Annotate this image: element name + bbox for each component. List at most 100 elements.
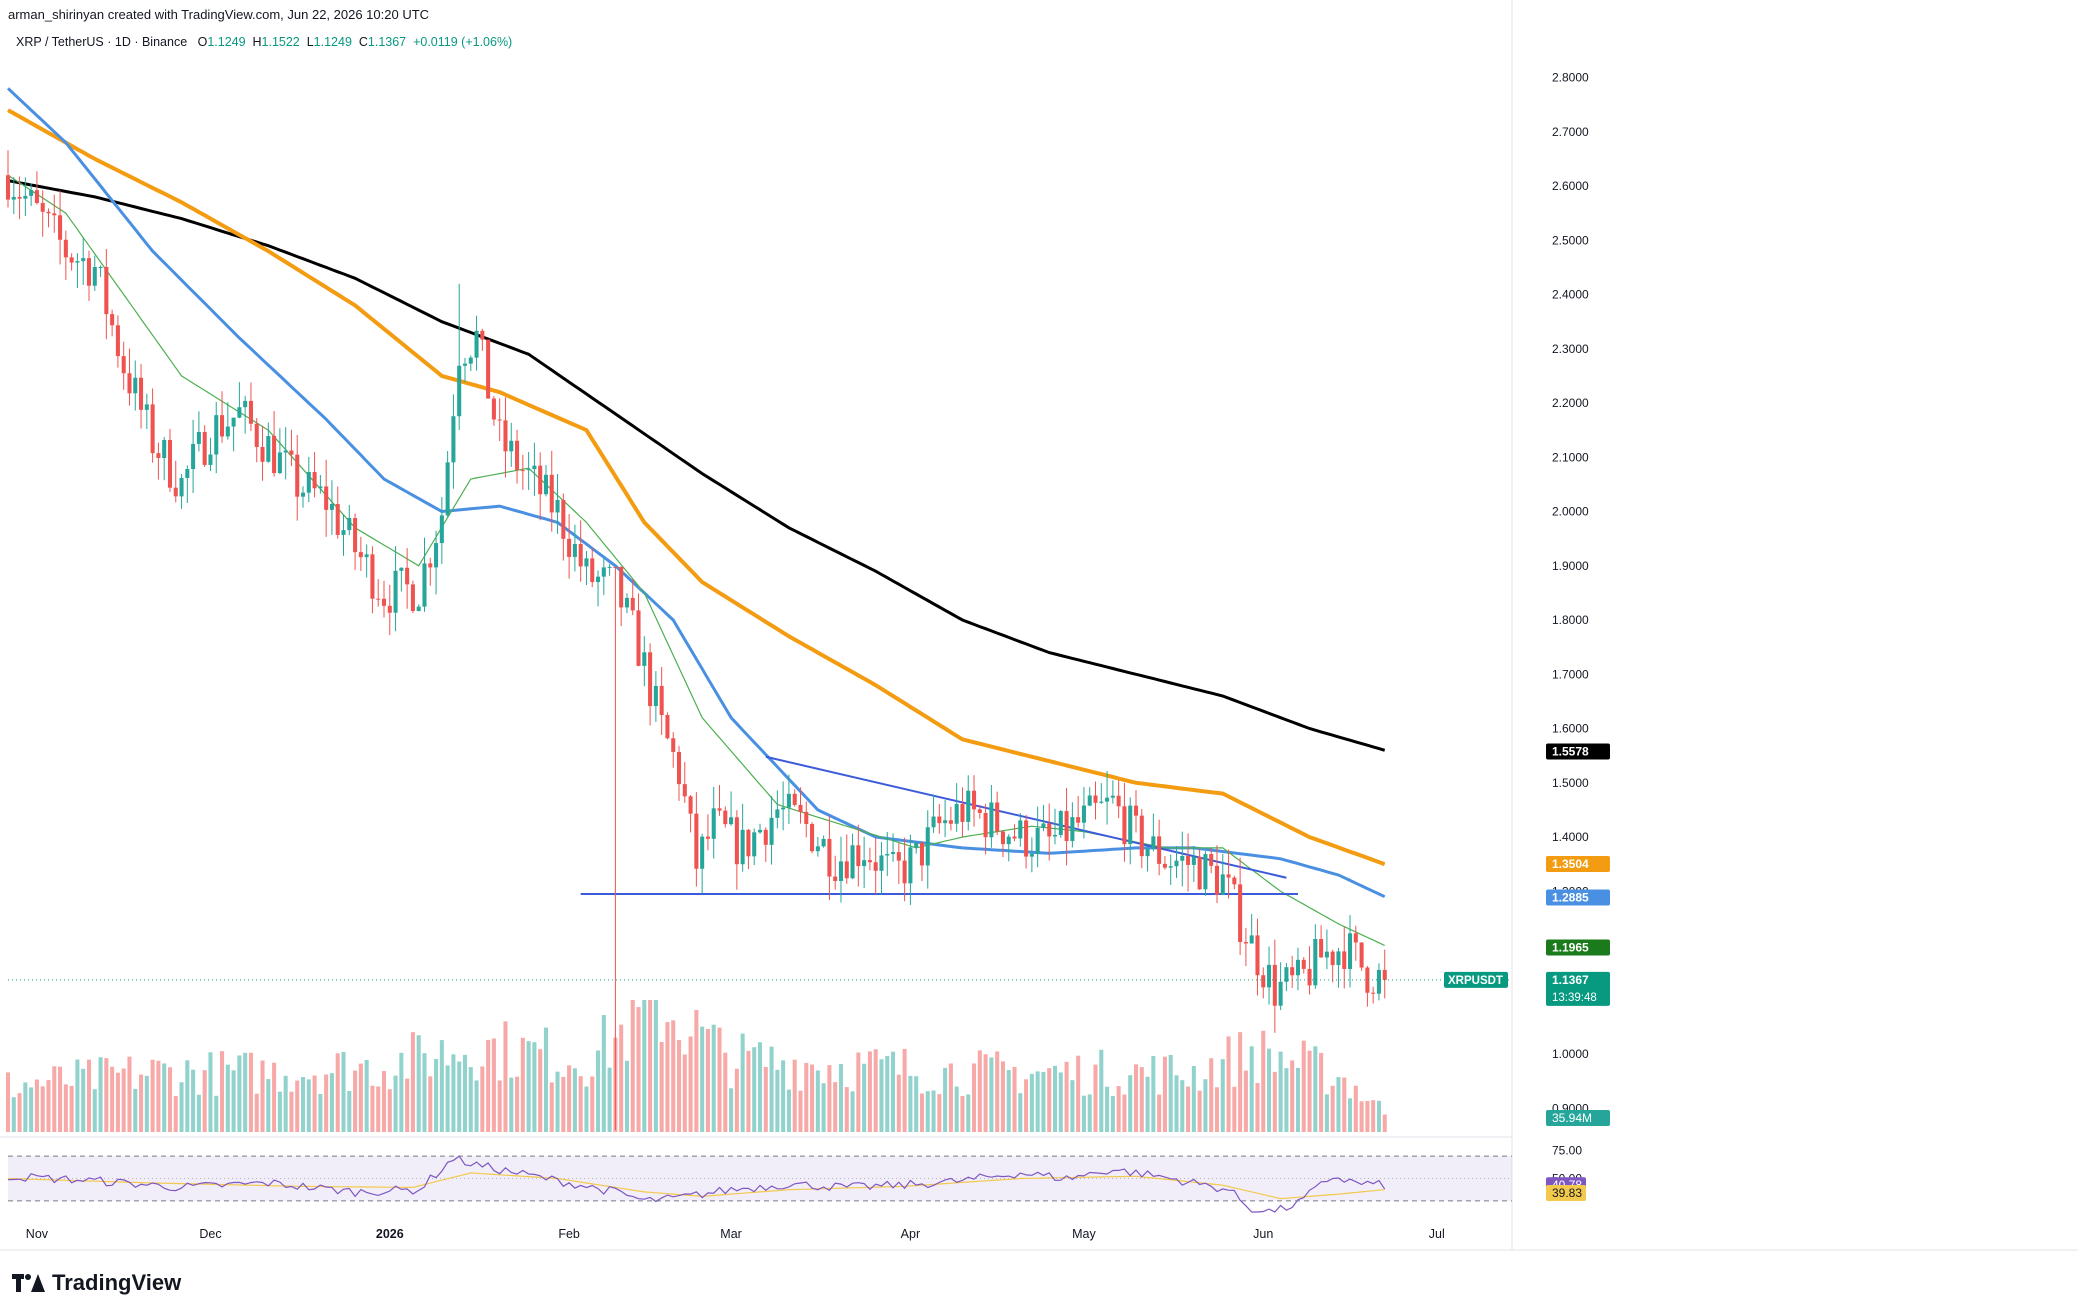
volume-bars: [5, 1000, 1387, 1132]
price-tick-label-1: 2.7000: [1552, 125, 1589, 139]
volume-bar: [11, 1097, 16, 1132]
volume-bar: [1157, 1094, 1162, 1132]
candle-body: [503, 420, 508, 452]
volume-bar: [1116, 1086, 1121, 1132]
volume-bar: [515, 1076, 520, 1132]
volume-bar: [538, 1049, 543, 1132]
volume-bar: [1330, 1085, 1335, 1132]
candle-body: [1267, 964, 1272, 988]
candle-body: [1105, 797, 1110, 802]
candle-body: [850, 845, 855, 879]
volume-bar: [121, 1068, 126, 1132]
candle-body: [972, 790, 977, 810]
volume-bar: [5, 1072, 11, 1132]
symbol-legend: XRP / TetherUS · 1D · Binance O1.1249 H1…: [16, 35, 512, 49]
candle-body: [896, 852, 901, 861]
candle-body: [1087, 795, 1092, 806]
volume-bar: [711, 1024, 716, 1132]
price-label-bg-3: [1546, 939, 1610, 956]
volume-bar: [497, 1080, 502, 1132]
candle-body: [445, 462, 450, 516]
candle-body: [572, 544, 577, 557]
candle-body: [590, 558, 595, 583]
volume-bar: [1180, 1080, 1185, 1132]
candle-body: [966, 790, 971, 822]
candle-body: [1290, 967, 1295, 976]
volume-bar: [341, 1051, 346, 1132]
volume-bar: [173, 1096, 178, 1132]
volume-bar: [1261, 1030, 1266, 1132]
volume-bar: [1342, 1077, 1347, 1132]
candle-body: [1162, 863, 1167, 868]
candle-body: [902, 860, 907, 884]
volume-bar: [434, 1059, 439, 1132]
candle-body: [723, 810, 728, 825]
candle-body: [879, 855, 884, 871]
candle-body: [532, 465, 537, 470]
volume-bar: [1359, 1101, 1364, 1132]
volume-bar: [480, 1066, 485, 1132]
candle-body: [1081, 805, 1086, 823]
price-tick-label-8: 2.0000: [1552, 505, 1589, 519]
volume-bar: [740, 1033, 745, 1132]
volume-bar: [75, 1059, 80, 1132]
volume-bar: [885, 1055, 890, 1132]
volume-bar: [393, 1075, 398, 1132]
volume-bar: [387, 1089, 392, 1132]
candle-body: [179, 477, 184, 497]
candle-body: [659, 685, 664, 716]
volume-bar: [688, 1036, 693, 1132]
candle-body: [700, 836, 705, 869]
volume-bar: [225, 1064, 230, 1132]
volume-bar: [150, 1059, 155, 1132]
volume-bar: [300, 1077, 306, 1132]
volume-bar: [104, 1058, 109, 1132]
volume-bar: [46, 1080, 51, 1132]
volume-bar: [405, 1078, 410, 1132]
volume-bar: [873, 1049, 878, 1132]
candle-body: [98, 266, 103, 268]
candle-body: [167, 439, 172, 488]
volume-bar: [948, 1063, 953, 1132]
candle-body: [781, 807, 786, 810]
candle-body: [353, 517, 358, 553]
price-tick-label-9: 1.9000: [1552, 559, 1589, 573]
candle-body: [1278, 981, 1283, 1006]
candle-body: [1313, 938, 1318, 986]
volume-bar: [862, 1063, 867, 1132]
candle-body: [162, 439, 167, 458]
candle-body: [1249, 935, 1254, 944]
volume-bar: [700, 1026, 705, 1132]
volume-bar: [624, 1060, 629, 1132]
volume-bar: [810, 1064, 815, 1132]
volume-bar: [1197, 1090, 1202, 1132]
candle-body: [1272, 964, 1277, 1006]
candles: [5, 150, 1387, 1130]
candle-body: [520, 470, 525, 472]
candle-body: [908, 847, 913, 884]
volume-bar: [289, 1091, 294, 1132]
candle-body: [833, 876, 838, 881]
volume-bar: [1139, 1067, 1144, 1132]
candle-body: [497, 419, 502, 421]
volume-bar: [243, 1052, 248, 1132]
volume-bar: [1376, 1100, 1381, 1132]
candle-body: [318, 486, 323, 489]
candle-body: [1122, 806, 1127, 845]
candle-body: [757, 829, 763, 833]
volume-bar: [786, 1089, 791, 1132]
volume-bar: [642, 1000, 647, 1132]
price-label-4: 1.1367: [1552, 973, 1589, 987]
candle-body: [416, 606, 421, 612]
volume-bar: [896, 1074, 901, 1132]
candle-body: [260, 446, 265, 462]
rsi-line: [7, 1155, 1386, 1213]
candle-body: [1006, 836, 1011, 845]
volume-bar: [40, 1086, 45, 1132]
volume-bar: [214, 1095, 219, 1132]
volume-bar: [468, 1067, 473, 1132]
candle-body: [891, 852, 896, 854]
volume-bar: [1110, 1095, 1115, 1132]
candle-body: [422, 563, 427, 607]
